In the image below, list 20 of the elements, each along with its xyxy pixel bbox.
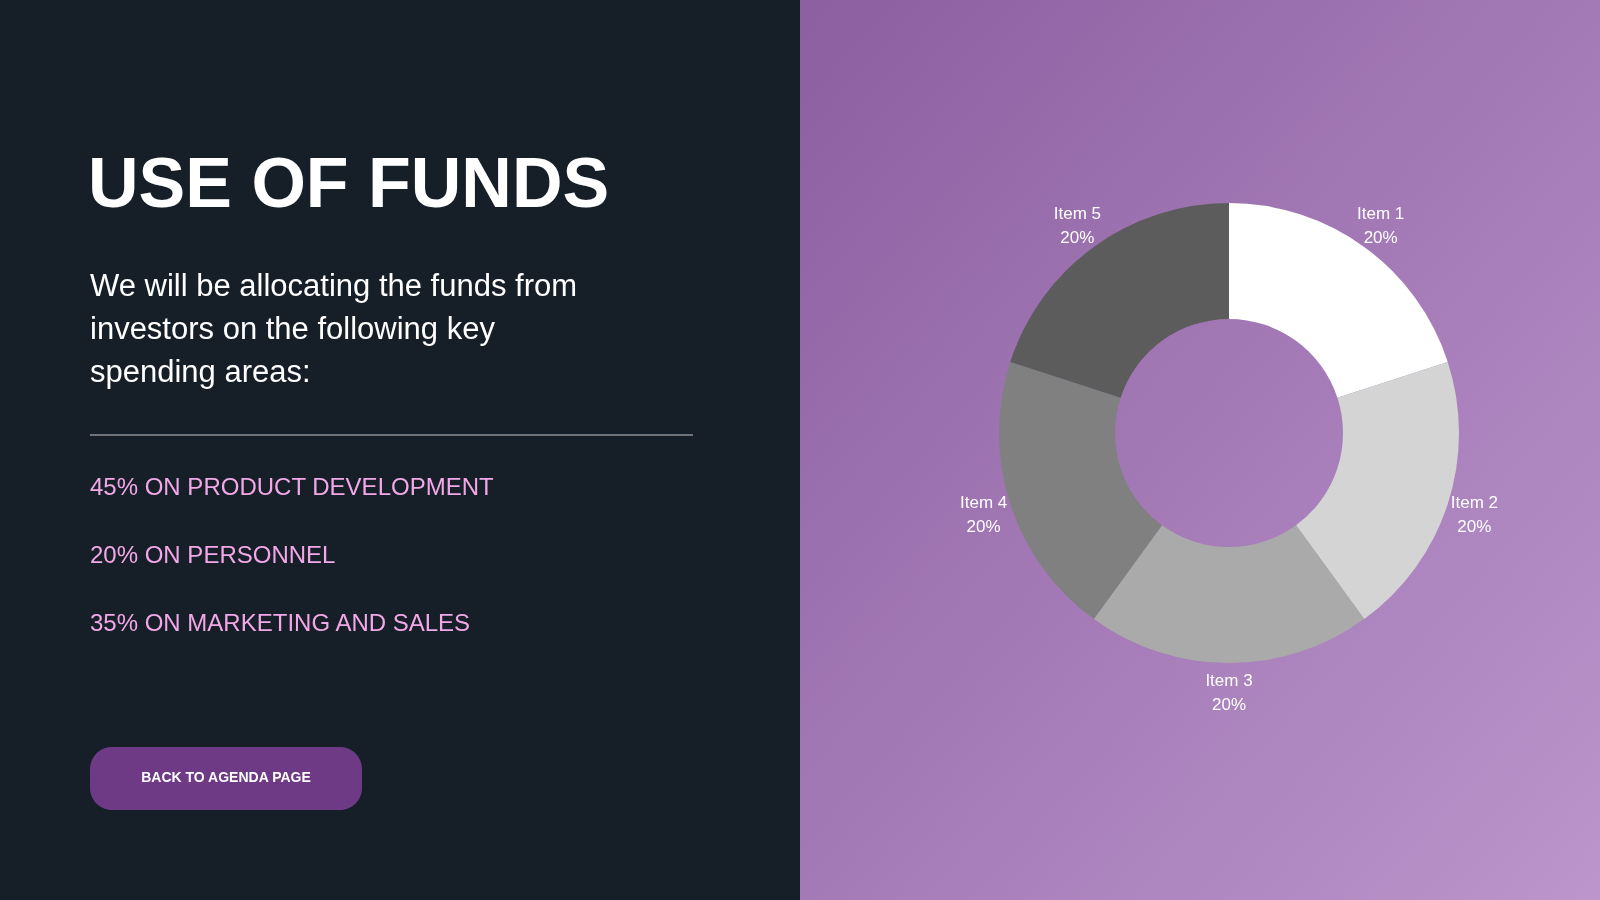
data-label: 20%	[1211, 695, 1247, 714]
data-label: 20%	[966, 516, 1001, 536]
donut-slice	[1093, 525, 1365, 663]
data-label: 20%	[1060, 228, 1095, 248]
text: 20% ON PERSONNEL	[90, 541, 336, 568]
text: 45% ON PRODUCT DEVELOPMENT	[90, 473, 494, 500]
donut-slice	[1010, 203, 1229, 398]
donut-slice	[999, 361, 1162, 620]
slice-label: Item 2	[1450, 492, 1498, 512]
text: We will be allocating the funds from investors on the following key spending areas:	[90, 268, 578, 389]
data-label: 20%	[1457, 516, 1492, 536]
slice-label: Item 4	[960, 492, 1008, 512]
slice-label: Item 5	[1053, 204, 1101, 224]
text: BACK TO AGENDA PAGE	[141, 769, 311, 785]
slice-label: Item 1	[1357, 204, 1405, 224]
data-label: 20%	[1363, 228, 1398, 248]
slice-label: Item 3	[1205, 671, 1253, 690]
text: USE OF FUNDS	[88, 144, 610, 222]
donut-slice	[1229, 203, 1448, 398]
text: 35% ON MARKETING AND SALES	[90, 609, 471, 636]
